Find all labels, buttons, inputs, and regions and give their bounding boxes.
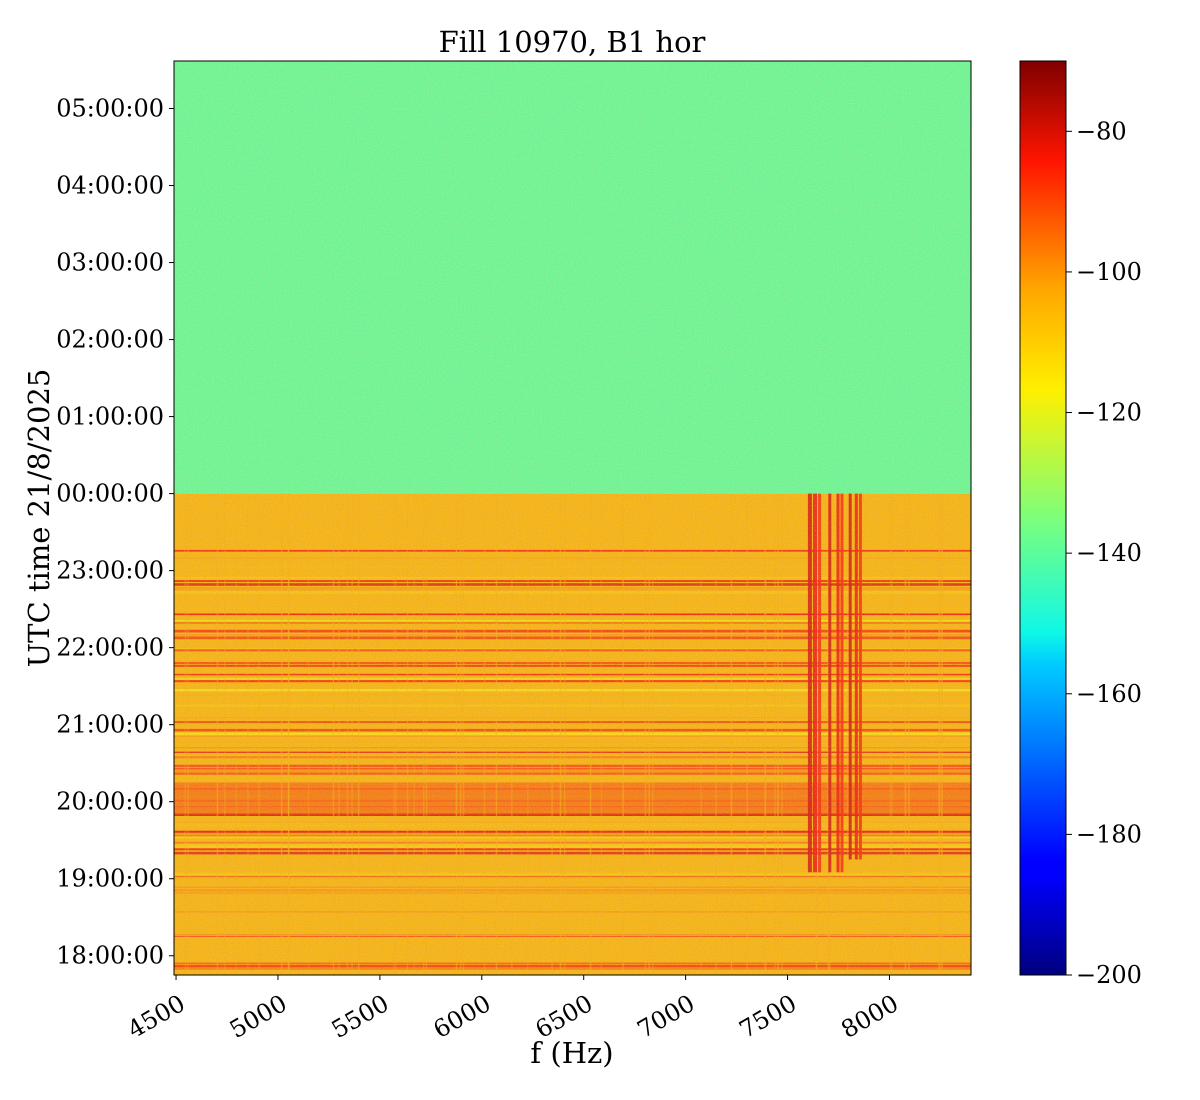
- colorbar-axis: −80 −100 −120 −140 −160 −180 −200: [1066, 117, 1142, 989]
- y-tick-label: 20:00:00: [56, 788, 164, 816]
- colorbar-tick-label: −140: [1076, 539, 1142, 567]
- y-tick-label: 18:00:00: [56, 942, 164, 970]
- y-tick-label: 04:00:00: [56, 172, 164, 200]
- y-axis: 18:00:00 19:00:00 20:00:00 21:00:00 22:00:00…: [56, 94, 174, 970]
- y-tick-label: 19:00:00: [56, 865, 164, 893]
- x-tick-label: 7000: [633, 989, 700, 1044]
- plot-frame: [173, 60, 972, 976]
- x-tick-label: 5500: [327, 989, 394, 1044]
- y-tick-label: 02:00:00: [56, 326, 164, 354]
- noise-texture: [174, 61, 971, 975]
- y-tick-label: 21:00:00: [56, 711, 164, 739]
- colorbar-tick-label: −160: [1076, 680, 1142, 708]
- y-axis-label: UTC time 21/8/2025: [22, 369, 56, 668]
- x-tick-label: 8000: [836, 989, 903, 1044]
- plot-area: [174, 61, 971, 975]
- colorbar-tick-label: −180: [1076, 820, 1142, 848]
- colorbar-tick-label: −100: [1076, 258, 1142, 286]
- y-tick-label: 01:00:00: [56, 403, 164, 431]
- y-tick-label: 05:00:00: [56, 94, 164, 122]
- colorbar-tick-label: −200: [1076, 961, 1142, 989]
- colorbar-tick-label: −80: [1076, 117, 1127, 145]
- y-tick-label: 23:00:00: [56, 557, 164, 585]
- x-tick-label: 7500: [734, 989, 801, 1044]
- y-tick-label: 00:00:00: [56, 480, 164, 508]
- x-tick-label: 4500: [123, 989, 190, 1044]
- y-tick-label: 03:00:00: [56, 249, 164, 277]
- x-tick-label: 6000: [429, 989, 496, 1044]
- chart-title: Fill 10970, B1 hor: [439, 25, 706, 59]
- x-axis: 4500 5000 5500 6000 6500 7000 7500 8000: [123, 975, 903, 1044]
- x-axis-label: f (Hz): [530, 1036, 613, 1070]
- colorbar-frame: [1019, 60, 1067, 976]
- colorbar: [1020, 61, 1066, 975]
- x-tick-label: 5000: [225, 989, 292, 1044]
- colorbar-tick-label: −120: [1076, 399, 1142, 427]
- y-tick-label: 22:00:00: [56, 634, 164, 662]
